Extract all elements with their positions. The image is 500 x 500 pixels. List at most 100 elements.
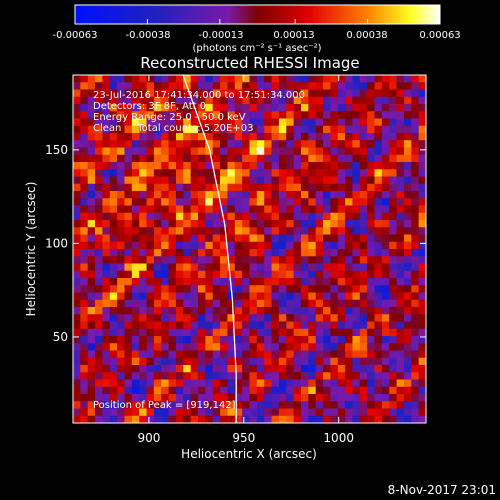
heatmap-cell bbox=[345, 314, 353, 322]
heatmap-cell bbox=[109, 401, 118, 409]
heatmap-cell bbox=[95, 118, 103, 127]
heatmap-cell bbox=[168, 307, 177, 315]
heatmap-cell bbox=[315, 82, 324, 90]
heatmap-cell bbox=[271, 278, 280, 286]
heatmap-cell bbox=[249, 162, 258, 170]
heatmap-cell bbox=[300, 147, 309, 156]
heatmap-cell bbox=[95, 328, 103, 337]
heatmap-cell bbox=[161, 365, 169, 373]
heatmap-cell bbox=[264, 343, 272, 351]
heatmap-cell bbox=[352, 220, 361, 228]
heatmap-cell bbox=[256, 307, 265, 315]
heatmap-cell bbox=[205, 140, 214, 148]
heatmap-cell bbox=[153, 328, 162, 337]
heatmap-cell bbox=[374, 125, 383, 134]
heatmap-cell bbox=[315, 408, 324, 417]
heatmap-cell bbox=[359, 386, 368, 395]
heatmap-cell bbox=[264, 394, 272, 402]
heatmap-cell bbox=[227, 140, 236, 148]
heatmap-cell bbox=[139, 365, 147, 373]
heatmap-cell bbox=[80, 408, 89, 417]
heatmap-cell bbox=[153, 299, 162, 308]
heatmap-cell bbox=[234, 82, 243, 90]
heatmap-cell bbox=[124, 365, 133, 373]
heatmap-cell bbox=[146, 212, 155, 221]
heatmap-cell bbox=[168, 162, 177, 170]
heatmap-cell bbox=[234, 176, 243, 185]
heatmap-cell bbox=[367, 307, 375, 315]
heatmap-cell bbox=[190, 278, 199, 286]
heatmap-cell bbox=[315, 270, 324, 279]
x-axis-label: Heliocentric X (arcsec) bbox=[181, 447, 317, 461]
heatmap-cell bbox=[234, 256, 243, 264]
heatmap-cell bbox=[278, 415, 287, 423]
heatmap-cell bbox=[418, 394, 426, 402]
heatmap-cell bbox=[124, 104, 133, 112]
heatmap-cell bbox=[359, 212, 368, 221]
heatmap-cell bbox=[249, 401, 258, 409]
heatmap-cell bbox=[227, 198, 236, 206]
heatmap-cell bbox=[227, 234, 236, 243]
heatmap-cell bbox=[389, 234, 397, 243]
heatmap-cell bbox=[278, 249, 287, 257]
heatmap-cell bbox=[153, 357, 162, 366]
heatmap-cell bbox=[109, 263, 118, 272]
heatmap-cell bbox=[190, 408, 199, 417]
heatmap-cell bbox=[87, 125, 96, 134]
heatmap-cell bbox=[183, 176, 192, 185]
heatmap-cell bbox=[80, 118, 89, 127]
heatmap-cell bbox=[87, 307, 96, 315]
heatmap-cell bbox=[95, 198, 103, 206]
heatmap-cell bbox=[374, 278, 383, 286]
heatmap-cell bbox=[249, 154, 258, 163]
heatmap-cell bbox=[175, 191, 184, 199]
heatmap-cell bbox=[131, 372, 140, 380]
heatmap-cell bbox=[190, 336, 199, 344]
heatmap-cell bbox=[345, 256, 353, 264]
heatmap-cell bbox=[124, 205, 133, 214]
heatmap-cell bbox=[87, 111, 96, 119]
heatmap-cell bbox=[293, 285, 302, 293]
heatmap-cell bbox=[109, 104, 118, 112]
heatmap-cell bbox=[153, 292, 162, 301]
heatmap-cell bbox=[256, 104, 265, 112]
heatmap-cell bbox=[153, 111, 162, 119]
heatmap-cell bbox=[403, 118, 412, 127]
heatmap-cell bbox=[293, 104, 302, 112]
heatmap-cell bbox=[315, 415, 324, 423]
heatmap-cell bbox=[220, 111, 228, 119]
heatmap-cell bbox=[212, 154, 221, 163]
heatmap-cell bbox=[286, 227, 295, 235]
heatmap-cell bbox=[330, 379, 339, 388]
heatmap-cell bbox=[73, 307, 81, 315]
heatmap-cell bbox=[168, 183, 177, 192]
heatmap-cell bbox=[234, 307, 243, 315]
heatmap-cell bbox=[418, 386, 426, 395]
heatmap-cell bbox=[234, 408, 243, 417]
heatmap-cell bbox=[352, 336, 361, 344]
heatmap-cell bbox=[139, 307, 147, 315]
heatmap-cell bbox=[337, 234, 346, 243]
heatmap-cell bbox=[315, 365, 324, 373]
heatmap-cell bbox=[227, 343, 236, 351]
heatmap-cell bbox=[264, 111, 272, 119]
heatmap-cell bbox=[124, 212, 133, 221]
heatmap-cell bbox=[396, 336, 405, 344]
heatmap-cell bbox=[198, 82, 206, 90]
heatmap-cell bbox=[271, 176, 280, 185]
heatmap-cell bbox=[367, 75, 375, 83]
heatmap-cell bbox=[396, 270, 405, 279]
heatmap-cell bbox=[271, 263, 280, 272]
heatmap-cell bbox=[124, 154, 133, 163]
heatmap-cell bbox=[403, 140, 412, 148]
heatmap-cell bbox=[220, 365, 228, 373]
heatmap-cell bbox=[337, 169, 346, 177]
heatmap-cell bbox=[190, 249, 199, 257]
heatmap-cell bbox=[323, 82, 331, 90]
heatmap-cell bbox=[293, 133, 302, 141]
heatmap-cell bbox=[183, 162, 192, 170]
heatmap-cell bbox=[345, 96, 353, 105]
heatmap-cell bbox=[389, 125, 397, 134]
heatmap-cell bbox=[190, 292, 199, 301]
heatmap-cell bbox=[403, 256, 412, 264]
